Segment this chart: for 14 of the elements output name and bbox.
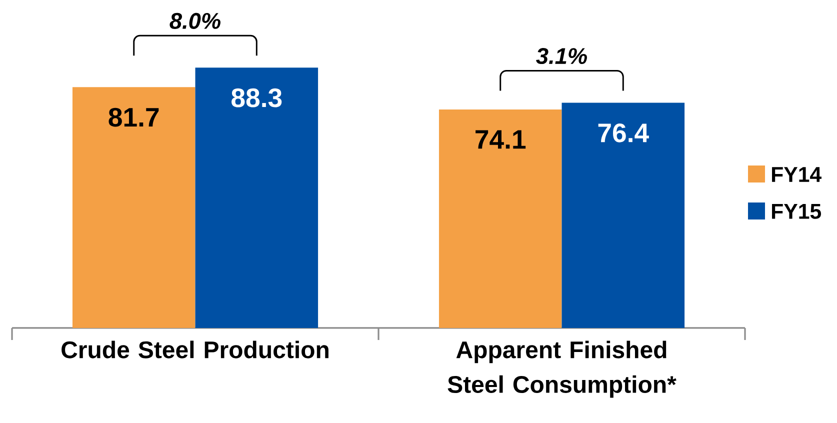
text: 8.0% bbox=[170, 12, 220, 29]
x-tick-label: Apparent Finished Steel Consumption* bbox=[448, 340, 676, 398]
bar bbox=[438, 110, 562, 328]
bar bbox=[72, 87, 196, 328]
data-label: 74.1 bbox=[476, 130, 526, 149]
text: 3.1% bbox=[536, 48, 587, 64]
data-label: 76.4 bbox=[598, 123, 649, 142]
legend-label: FY15 bbox=[772, 204, 821, 219]
x-tick-label: Crude Steel Production bbox=[62, 340, 328, 358]
legend-label: FY14 bbox=[772, 167, 822, 182]
data-label: 88.3 bbox=[232, 88, 282, 108]
bar bbox=[195, 68, 318, 328]
bar bbox=[562, 102, 685, 328]
data-label: 81.7 bbox=[108, 108, 159, 127]
